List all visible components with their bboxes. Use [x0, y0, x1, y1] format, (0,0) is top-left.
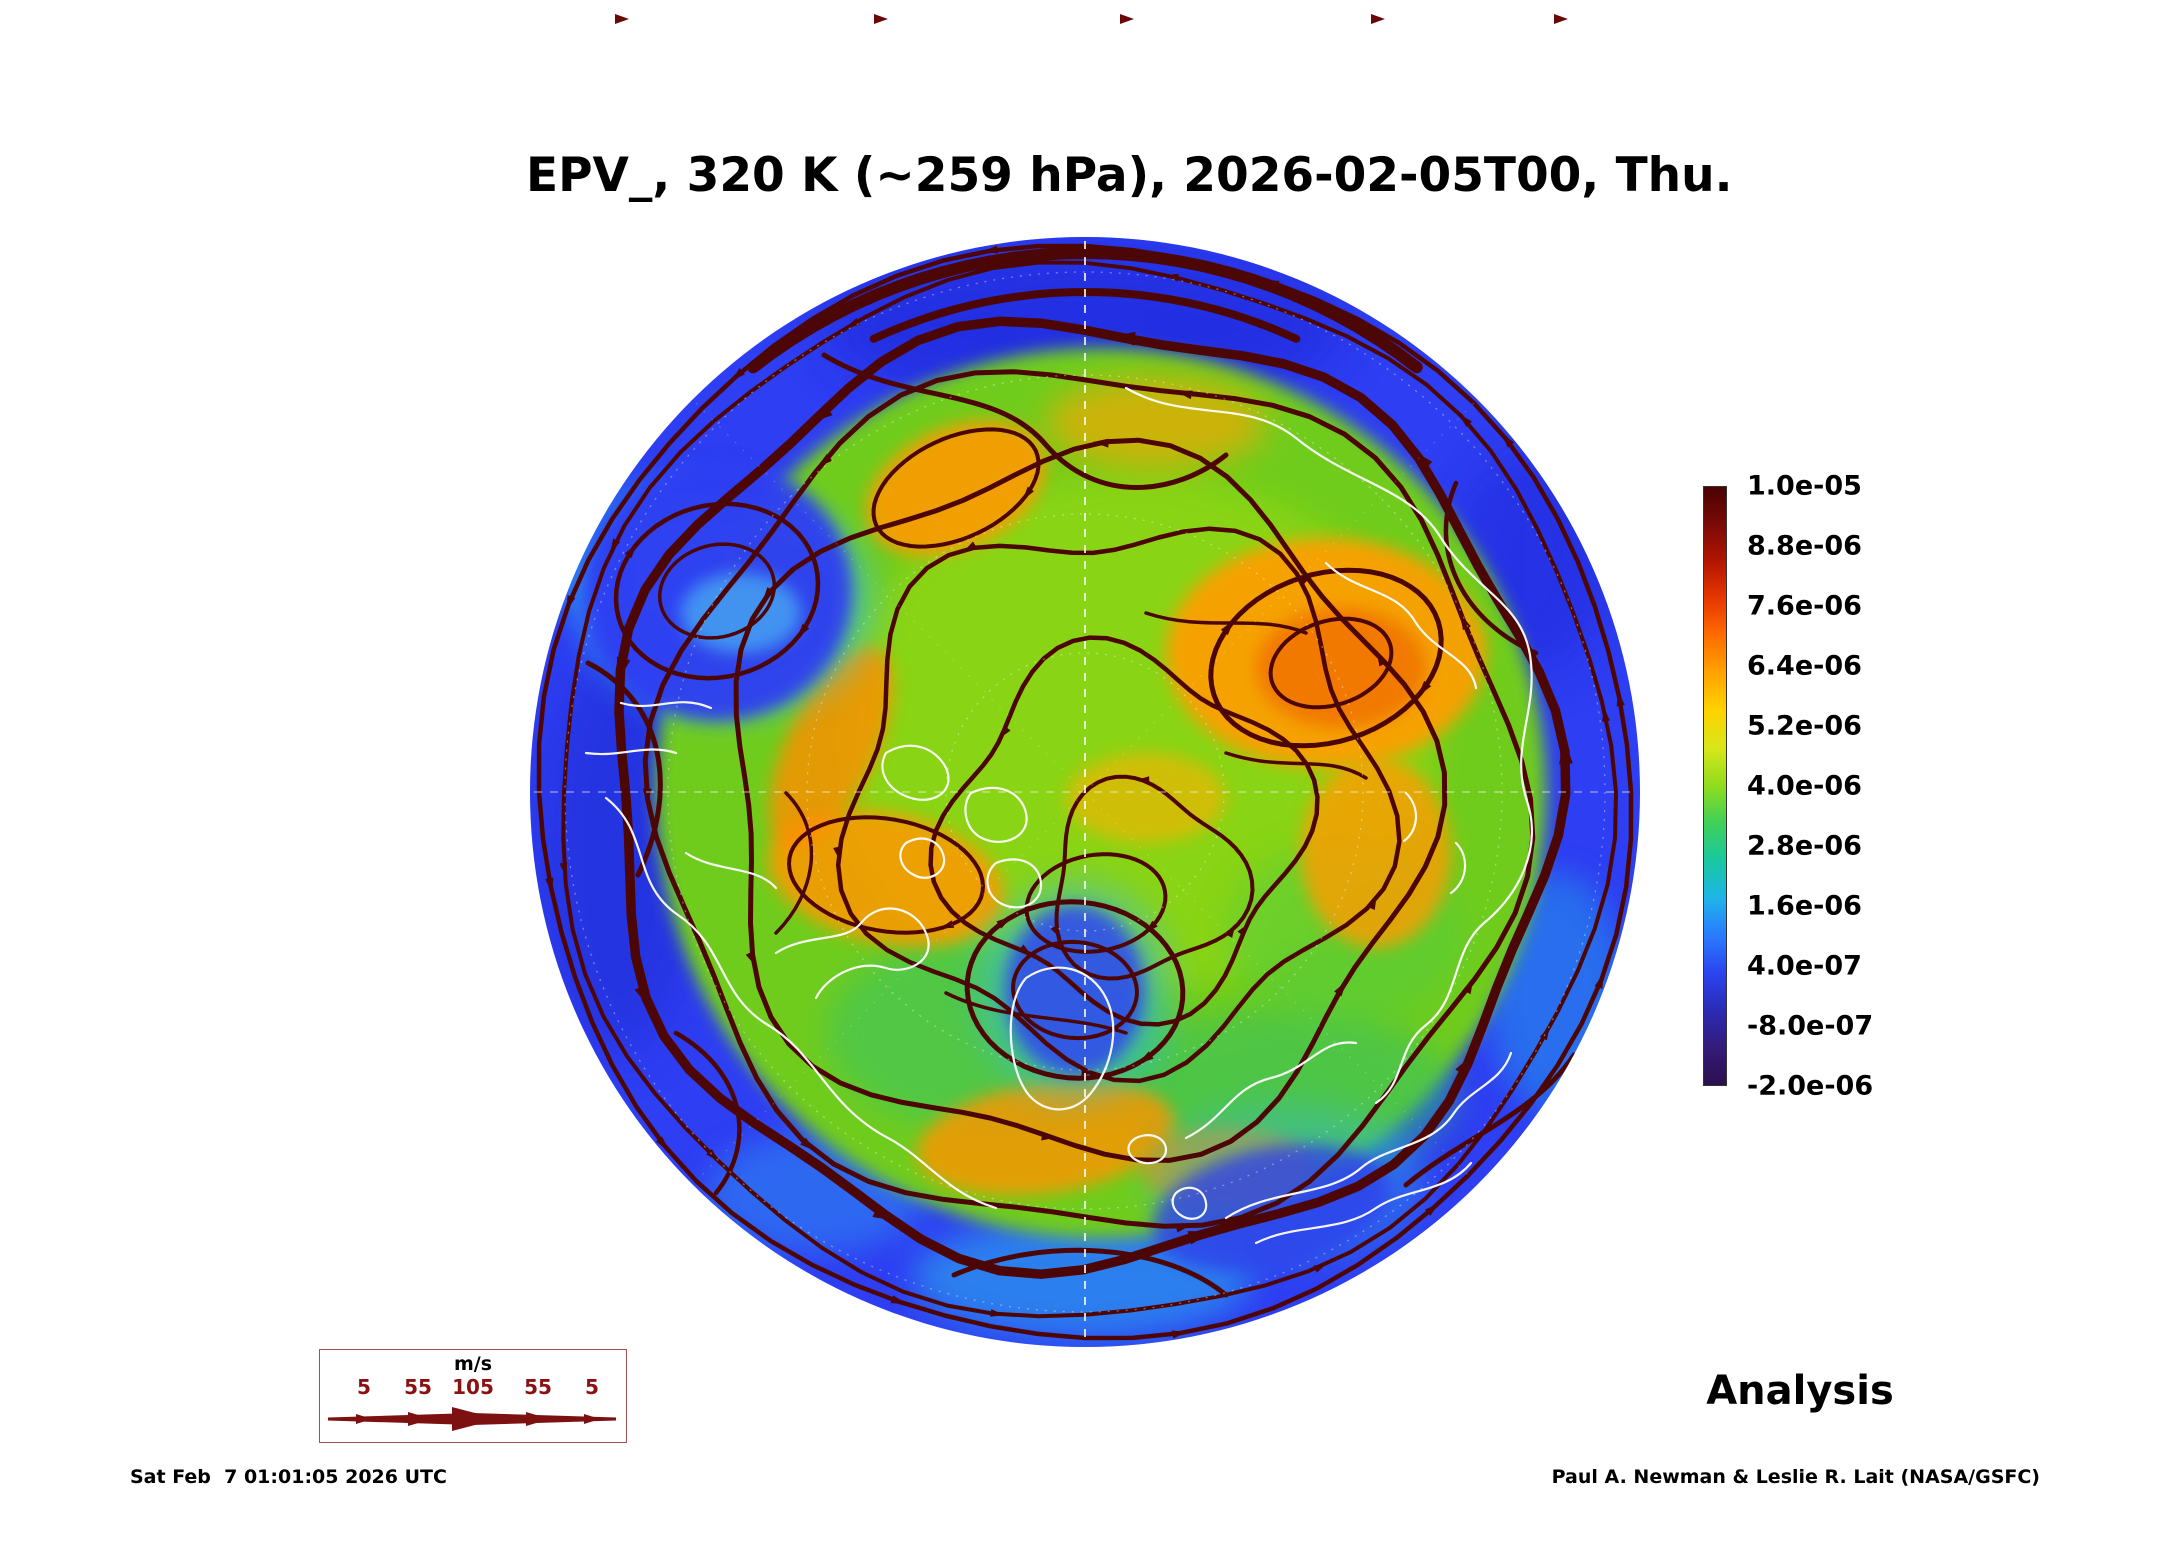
wind-speed-tick: 105 [452, 1375, 494, 1399]
coastlines [584, 386, 1533, 1245]
creation-timestamp: Sat Feb 7 01:01:05 2026 UTC [130, 1466, 447, 1488]
analysis-label: Analysis [1706, 1368, 1894, 1414]
streamlines [536, 243, 1634, 1341]
colorbar-tick-label: 1.6e-06 [1747, 890, 1862, 922]
colorbar-gradient [1703, 486, 1727, 1086]
colorbar-tick-label: 1.0e-05 [1747, 470, 1862, 502]
chart-title: EPV_, 320 K (~259 hPa), 2026-02-05T00, T… [526, 148, 1733, 203]
stray-arrow-mark [615, 14, 629, 24]
colorbar-tick-label: -8.0e-07 [1747, 1010, 1874, 1042]
colorbar-labels: 1.0e-05 8.8e-06 7.6e-06 6.4e-06 5.2e-06 4.0e-… [1747, 471, 1937, 1102]
colorbar-tick-label: 5.2e-06 [1747, 710, 1862, 742]
wind-speed-tick: 5 [357, 1375, 371, 1399]
wind-unit-label: m/s [454, 1353, 492, 1375]
wind-legend-graphic: m/s 5 55 105 55 5 [328, 1353, 616, 1431]
epv-polar-map [526, 233, 1644, 1351]
wind-speed-arrow [328, 1407, 616, 1431]
colorbar-tick-label: 6.4e-06 [1747, 650, 1862, 682]
epv-map-canvas [530, 237, 1640, 1347]
stray-arrow-mark [874, 14, 888, 24]
stray-arrow-mark [1554, 14, 1568, 24]
wind-speed-ticks: 5 55 105 55 5 [357, 1375, 599, 1399]
wind-speed-tick: 55 [404, 1375, 432, 1399]
wind-speed-tick: 55 [524, 1375, 552, 1399]
colorbar-tick-label: 4.0e-07 [1747, 950, 1862, 982]
colorbar-tick-label: 8.8e-06 [1747, 530, 1862, 562]
colorbar-tick-label: 4.0e-06 [1747, 770, 1862, 802]
colorbar: 1.0e-05 8.8e-06 7.6e-06 6.4e-06 5.2e-06 4.0e-… [1703, 471, 1943, 1106]
wind-speed-legend: m/s 5 55 105 55 5 [319, 1349, 627, 1443]
stray-arrow-mark [1371, 14, 1385, 24]
colorbar-tick-label: -2.0e-06 [1747, 1070, 1874, 1102]
graticule [534, 241, 1636, 1343]
wind-speed-tick: 5 [585, 1375, 599, 1399]
colorbar-tick-label: 7.6e-06 [1747, 590, 1862, 622]
author-credit: Paul A. Newman & Leslie R. Lait (NASA/GS… [1551, 1466, 2040, 1488]
colorbar-tick-label: 2.8e-06 [1747, 830, 1862, 862]
stray-arrow-mark [1120, 14, 1134, 24]
